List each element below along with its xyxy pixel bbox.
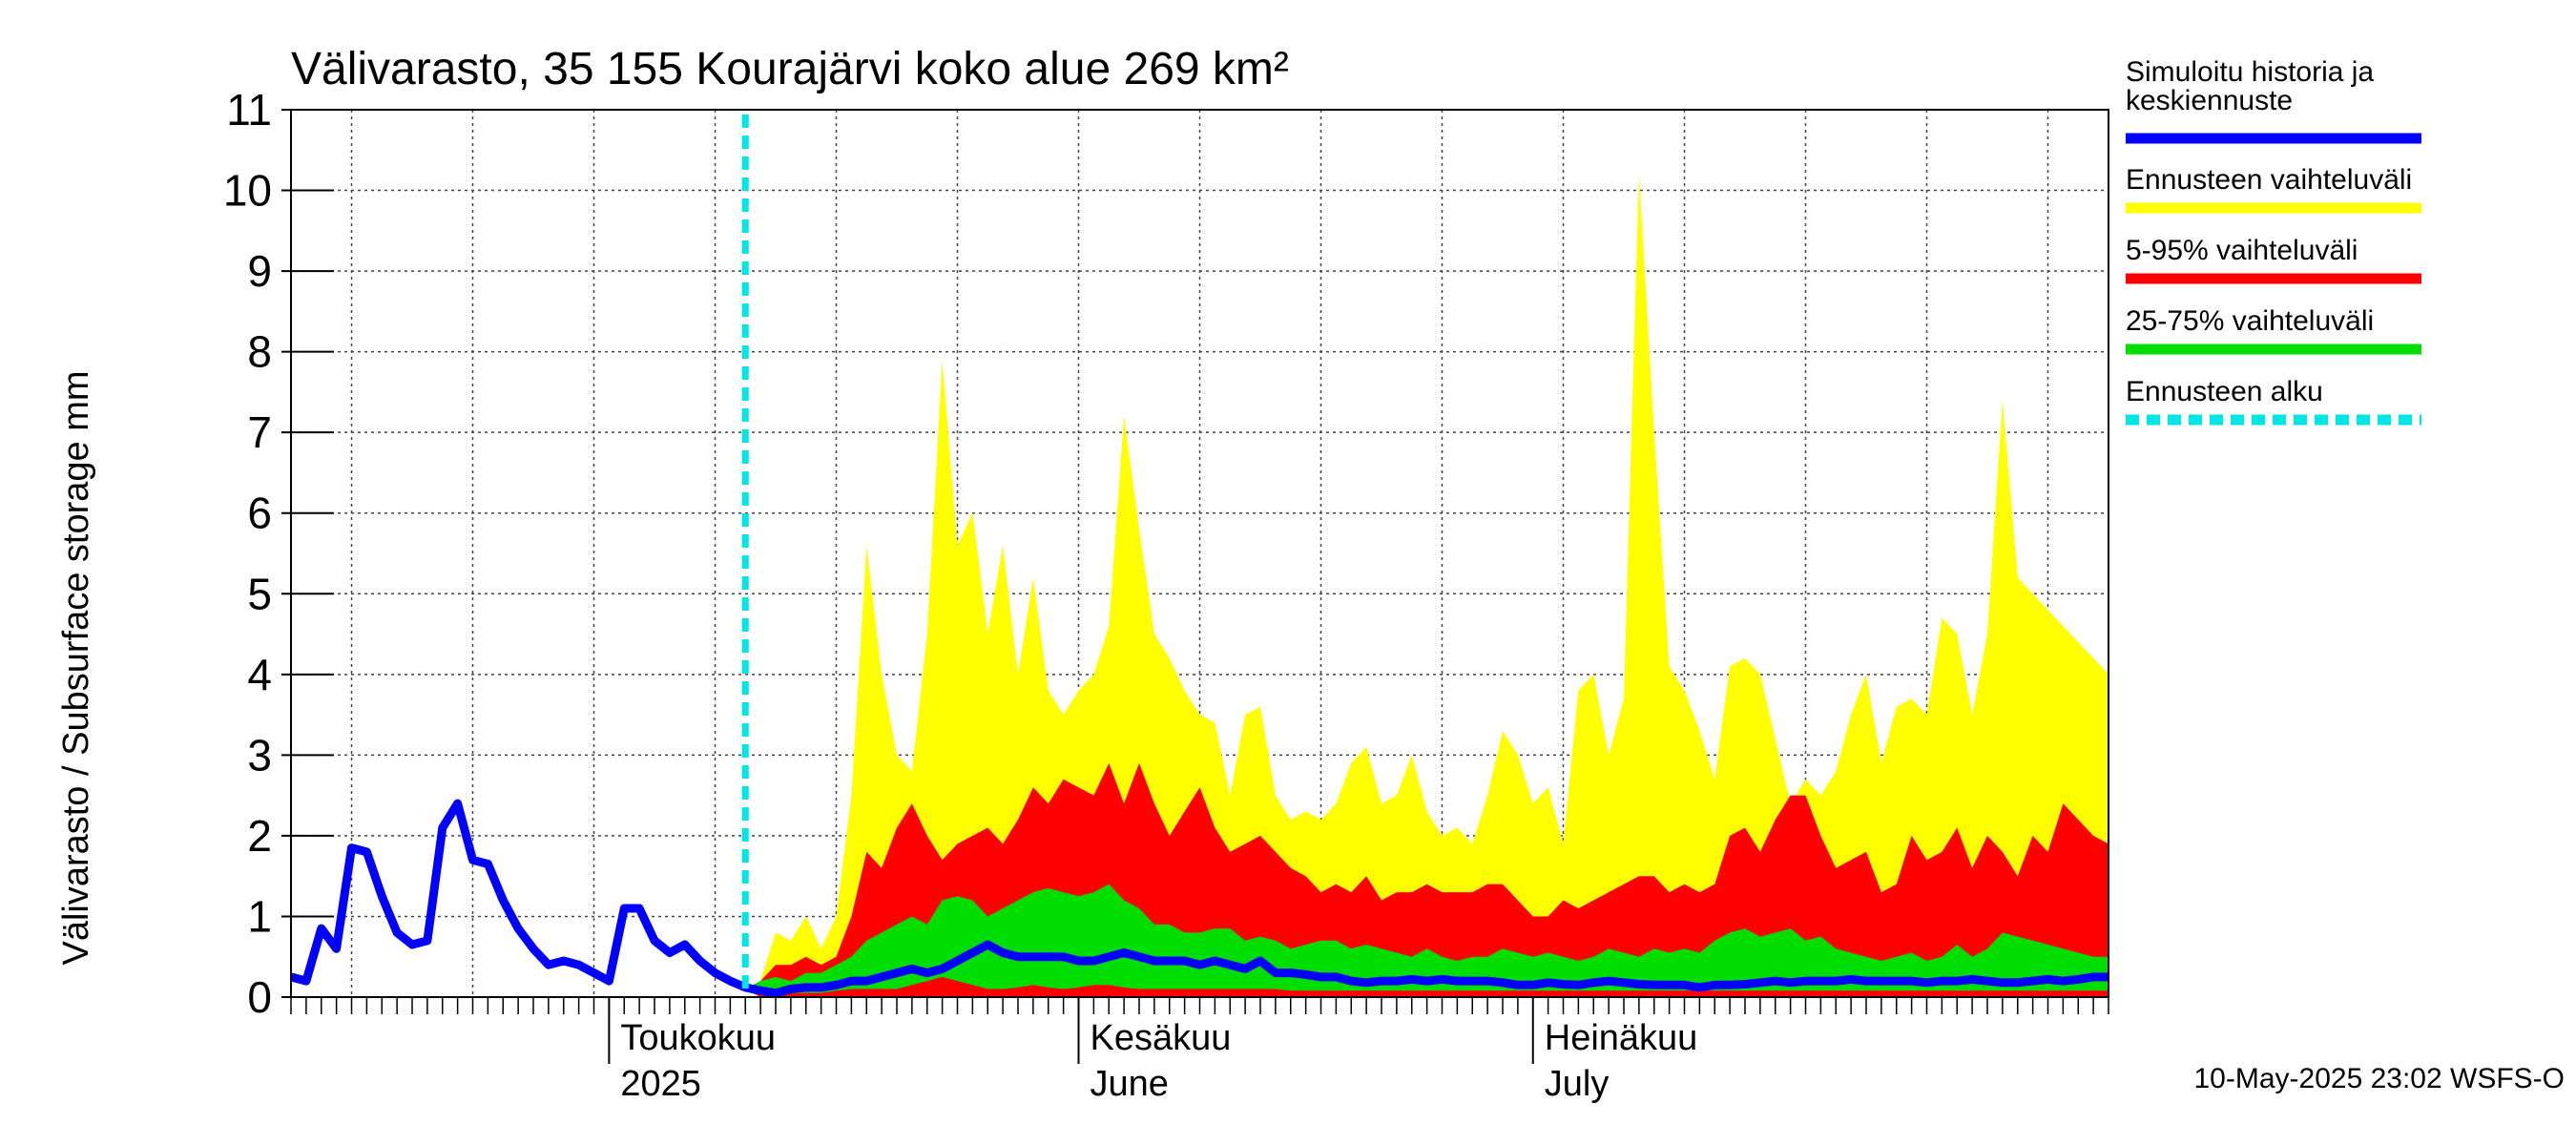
legend-label: 5-95% vaihteluväli: [2126, 235, 2358, 266]
y-tick-labels: 0 1 2 3 4 5 6 7 8 9 10 11: [223, 85, 272, 1022]
y-tick-label: 7: [247, 407, 272, 457]
y-tick-label: 4: [247, 650, 272, 699]
y-tick-label: 8: [247, 327, 272, 377]
month-label-sub: June: [1091, 1064, 1169, 1104]
y-tick-label: 3: [247, 730, 272, 780]
forecast-bands: [745, 174, 2109, 998]
mean-line: [289, 799, 2109, 998]
timestamp-footer: 10-May-2025 23:02 WSFS-O: [2194, 1063, 2566, 1094]
legend-label-sub: keskiennuste: [2126, 85, 2293, 116]
band-25-75: [745, 884, 2109, 993]
y-tick-label: 2: [247, 811, 272, 861]
band-full-range: [745, 174, 2109, 998]
y-axis-label: Välivarasto / Subsurface storage mm: [56, 370, 96, 965]
y-tick-label: 11: [226, 85, 272, 135]
y-tick-label: 0: [247, 972, 272, 1022]
y-tick-label: 1: [247, 891, 272, 941]
y-tick-label: 10: [223, 166, 272, 216]
series-lines: [289, 799, 2109, 998]
chart-title: Välivarasto, 35 155 Kourajärvi koko alue…: [291, 44, 1289, 94]
legend-label: Ennusteen alku: [2126, 376, 2323, 407]
legend-label: 25-75% vaihteluväli: [2126, 305, 2374, 337]
month-label: Heinäkuu: [1545, 1018, 1698, 1058]
x-month-labels: Toukokuu 2025 Kesäkuu June Heinäkuu July: [620, 1018, 1697, 1104]
legend-label: Simuloitu historia ja: [2126, 56, 2374, 88]
axes: [281, 109, 2109, 1064]
grid-lines: [291, 109, 2109, 998]
month-label-sub: July: [1545, 1064, 1610, 1104]
y-tick-label: 9: [247, 246, 272, 296]
month-label: Toukokuu: [620, 1018, 776, 1058]
y-tick-label: 6: [247, 489, 272, 538]
y-tick-label: 5: [247, 569, 272, 618]
month-label-sub: 2025: [620, 1064, 701, 1104]
month-label: Kesäkuu: [1091, 1018, 1232, 1058]
legend-label: Ennusteen vaihteluväli: [2126, 164, 2412, 196]
